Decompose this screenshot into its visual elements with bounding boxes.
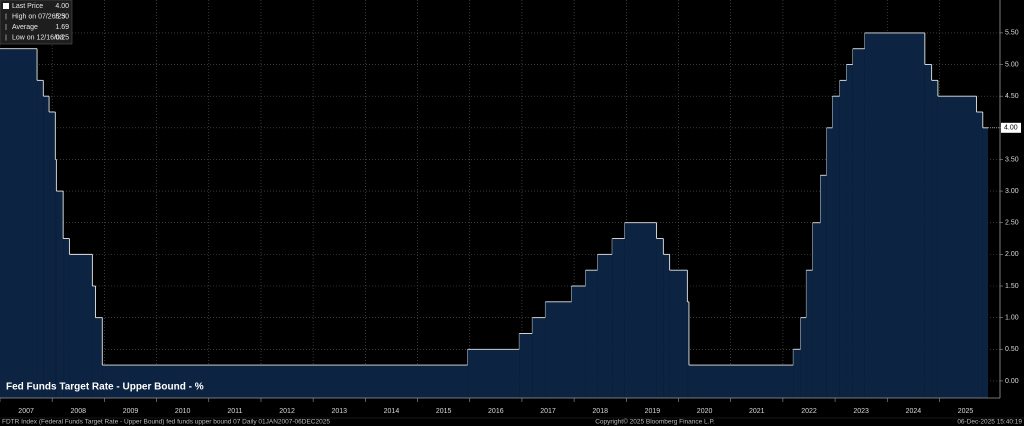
x-tick-label: 2016 bbox=[488, 408, 504, 415]
step-area bbox=[812, 222, 821, 398]
step-area bbox=[793, 349, 801, 398]
step-area bbox=[585, 270, 598, 398]
x-tick-label: 2021 bbox=[749, 408, 765, 415]
y-tick-label: 3.50 bbox=[1005, 156, 1019, 163]
step-area bbox=[92, 286, 96, 398]
legend-value: 1.69 bbox=[55, 24, 69, 31]
step-area bbox=[800, 317, 807, 398]
step-area bbox=[688, 365, 794, 398]
legend-label: Average bbox=[12, 24, 38, 31]
x-tick-label: 2010 bbox=[175, 408, 191, 415]
x-tick-label: 2017 bbox=[540, 408, 556, 415]
step-area bbox=[532, 317, 546, 398]
step-area bbox=[43, 96, 50, 398]
x-tick-label: 2014 bbox=[384, 408, 400, 415]
step-area bbox=[826, 127, 833, 398]
x-tick-label: 2011 bbox=[227, 408, 242, 415]
x-tick-label: 2012 bbox=[279, 408, 295, 415]
step-area bbox=[49, 111, 56, 398]
step-area bbox=[669, 270, 688, 398]
x-tick-label: 2008 bbox=[70, 408, 86, 415]
x-tick-label: 2013 bbox=[331, 408, 347, 415]
step-area bbox=[846, 64, 853, 399]
step-area bbox=[37, 80, 44, 398]
y-tick-label: 0.00 bbox=[1005, 378, 1019, 385]
legend-value: 5.50 bbox=[55, 13, 69, 20]
step-area bbox=[663, 254, 670, 398]
y-tick-label: 1.50 bbox=[1005, 283, 1019, 290]
step-area bbox=[56, 191, 64, 398]
x-tick-label: 2025 bbox=[958, 408, 974, 415]
x-tick-label: 2007 bbox=[18, 408, 34, 415]
axes: 0.00 0.50 1.00 1.50 2.00 2.50 3.00 3.50 4.00 4.50… bbox=[0, 30, 1021, 415]
y-tick-label: 0.50 bbox=[1005, 346, 1019, 353]
y-tick-label: 5.00 bbox=[1005, 61, 1019, 68]
footer-timestamp: 06-Dec-2025 15:40:19 bbox=[957, 419, 1022, 426]
step-area bbox=[937, 96, 977, 398]
last-price-label: 4.00 bbox=[1004, 125, 1018, 132]
step-area bbox=[63, 238, 70, 398]
step-area bbox=[519, 333, 533, 398]
footer-copyright: Copyright© 2025 Bloomberg Finance L.P. bbox=[595, 418, 715, 426]
x-tick-label: 2020 bbox=[697, 408, 713, 415]
step-area bbox=[687, 301, 689, 398]
x-tick-label: 2019 bbox=[645, 408, 661, 415]
legend-label: Low on 12/16/08 bbox=[12, 34, 64, 41]
step-area bbox=[624, 222, 657, 398]
step-area bbox=[612, 238, 625, 398]
legend-swatch bbox=[3, 3, 9, 9]
x-tick-label: 2023 bbox=[853, 408, 869, 415]
legend: Last Price 4.00 High on 07/26/235.50 Averag… bbox=[0, 0, 73, 45]
x-tick-label: 2009 bbox=[123, 408, 139, 415]
legend-label: Last Price bbox=[12, 3, 43, 10]
footer-description: FDTR Index (Federal Funds Target Rate - … bbox=[2, 419, 330, 426]
step-area bbox=[102, 365, 468, 398]
x-tick-label: 2015 bbox=[436, 408, 452, 415]
y-tick-label: 4.50 bbox=[1005, 93, 1019, 100]
step-area bbox=[69, 254, 93, 398]
step-area bbox=[924, 64, 932, 399]
step-area bbox=[656, 238, 664, 398]
step-area bbox=[597, 254, 613, 398]
x-tick-label: 2022 bbox=[801, 408, 817, 415]
legend-value: 0.25 bbox=[55, 34, 69, 41]
step-area bbox=[820, 175, 827, 398]
y-tick-label: 3.00 bbox=[1005, 188, 1019, 195]
step-area bbox=[931, 80, 938, 398]
step-area bbox=[545, 301, 572, 398]
step-area bbox=[832, 96, 840, 398]
step-area bbox=[467, 349, 520, 398]
step-area bbox=[571, 286, 586, 398]
x-tick-label: 2024 bbox=[906, 408, 922, 415]
step-area bbox=[839, 80, 847, 398]
last-price-tag bbox=[1001, 122, 1021, 133]
step-area bbox=[55, 159, 57, 398]
step-area bbox=[982, 127, 988, 398]
series-title: Fed Funds Target Rate - Upper Bound - % bbox=[6, 382, 204, 393]
series bbox=[0, 32, 1000, 399]
step-area bbox=[806, 270, 813, 398]
step-area bbox=[864, 32, 925, 399]
step-area bbox=[976, 111, 983, 398]
y-tick-label: 5.50 bbox=[1005, 30, 1019, 37]
legend-value: 4.00 bbox=[55, 3, 69, 10]
x-tick-label: 2018 bbox=[592, 408, 608, 415]
step-area bbox=[0, 48, 38, 399]
legend-label: High on 07/26/23 bbox=[12, 13, 65, 20]
legend-box bbox=[0, 0, 73, 45]
step-area bbox=[95, 317, 103, 398]
y-tick-label: 2.00 bbox=[1005, 251, 1019, 258]
y-tick-label: 1.00 bbox=[1005, 314, 1019, 321]
step-area bbox=[852, 48, 865, 399]
y-tick-label: 2.50 bbox=[1005, 220, 1019, 227]
